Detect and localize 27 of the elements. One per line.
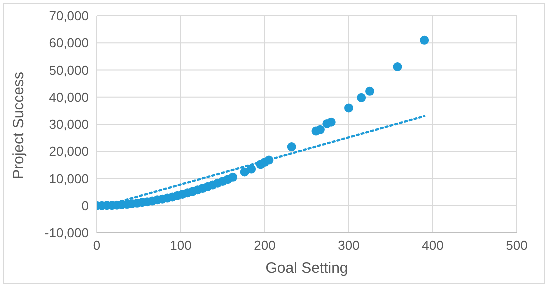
point <box>344 104 354 113</box>
x-tick-label: 100 <box>170 238 192 254</box>
y-tick-label: 60,000 <box>49 36 89 51</box>
point <box>366 86 374 96</box>
y-tick-label: 30,000 <box>49 117 89 132</box>
x-tick-label: 500 <box>506 238 528 254</box>
x-axis-title: Goal Setting <box>266 260 348 277</box>
point <box>264 156 274 165</box>
point <box>228 172 238 182</box>
x-tick-label: 400 <box>422 238 444 254</box>
y-tick-label: 40,000 <box>49 90 89 105</box>
point <box>247 164 256 174</box>
point <box>393 62 402 72</box>
x-tick-label: 300 <box>338 238 360 254</box>
x-tick-label: 200 <box>254 238 276 254</box>
y-tick-label: 70,000 <box>49 8 89 24</box>
y-tick-label: 20,000 <box>49 144 89 160</box>
y-tick-label: 10,000 <box>49 171 89 186</box>
point <box>326 118 336 127</box>
point <box>287 142 296 152</box>
point <box>420 36 430 45</box>
point <box>357 93 366 102</box>
y-tick-label: 0 <box>82 198 89 214</box>
y-tick-label: 50,000 <box>49 62 89 78</box>
y-axis-title: Project Success <box>10 72 28 180</box>
y-tick-label: -10,000 <box>44 226 89 241</box>
x-tick-label: 0 <box>93 238 101 254</box>
